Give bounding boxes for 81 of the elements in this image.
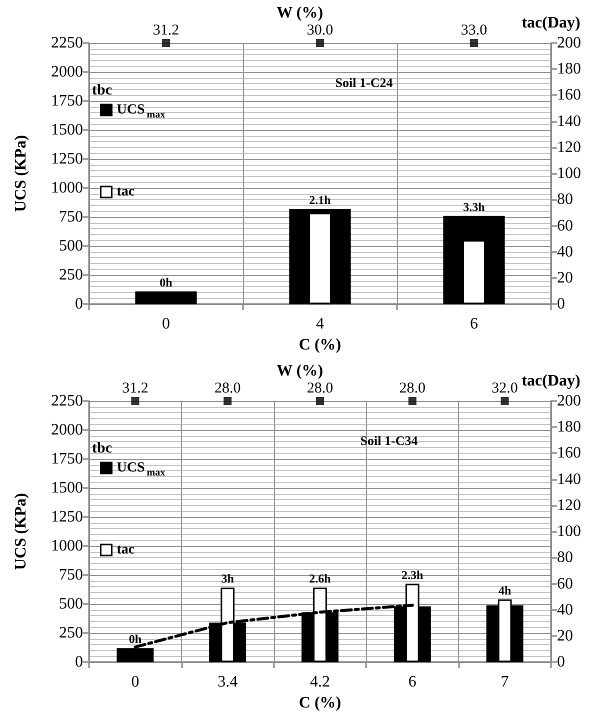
- y2-tick-label: 160: [557, 86, 581, 104]
- annotation: 31.2: [152, 22, 180, 38]
- y2-tick-label: 80: [557, 191, 573, 208]
- y2-axis-title: tac(Day): [522, 14, 580, 32]
- legend-label: tac: [116, 184, 135, 200]
- x-tick-label: 4.2: [310, 674, 330, 691]
- y-tick-label: 1750: [51, 92, 83, 110]
- annotation: 0h: [160, 275, 173, 290]
- y-axis-title: UCS (KPa): [12, 493, 30, 570]
- x-tick-label: 4: [316, 316, 324, 333]
- annotation: 3.3h: [463, 200, 486, 214]
- y-tick-label: 2250: [51, 34, 83, 52]
- bar: [135, 291, 197, 304]
- y-tick-label: 250: [59, 624, 83, 642]
- x-tick-label: 0: [131, 674, 140, 691]
- annotation: 2.1h: [309, 192, 332, 207]
- y2-tick-label: 120: [557, 496, 581, 514]
- annotation: 28.0: [399, 380, 426, 396]
- annotation: 32.0: [492, 380, 518, 396]
- annotation: 31.2: [122, 380, 148, 396]
- text: Soil 1-C34: [360, 433, 418, 448]
- y2-tick-label: 60: [557, 575, 573, 592]
- annotation: 3h: [221, 572, 234, 586]
- y-tick-label: 0: [75, 654, 83, 671]
- y-tick-label: 250: [59, 266, 83, 284]
- y-tick-label: 1000: [51, 180, 83, 197]
- y2-tick-label: 180: [557, 418, 581, 436]
- y-tick-label: 1500: [51, 480, 83, 497]
- annotation: 2.6h: [309, 572, 332, 586]
- annotation: 30.0: [306, 22, 334, 38]
- y-tick-label: 500: [59, 238, 83, 255]
- y-tick-label: 1250: [51, 508, 83, 526]
- y2-tick-label: 120: [557, 138, 581, 156]
- y2-tick-label: 40: [557, 601, 573, 618]
- annotation: 2.3h: [402, 568, 424, 582]
- y2-axis-title: tac(Day): [522, 372, 580, 390]
- text: Soil 1-C24: [335, 75, 394, 90]
- y-tick-label: 2250: [51, 392, 83, 410]
- y-tick-label: 750: [59, 208, 83, 226]
- y-tick-label: 750: [59, 566, 83, 584]
- y2-tick-label: 0: [557, 654, 565, 671]
- y2-tick-label: 160: [557, 444, 581, 462]
- y-axis-title: UCS (KPa): [12, 135, 30, 212]
- y2-tick-label: 200: [557, 392, 581, 410]
- x-tick-label: 0: [162, 316, 170, 333]
- x-tick-label: 6: [408, 674, 416, 691]
- y-tick-label: 500: [59, 596, 83, 613]
- y2-tick-label: 100: [557, 165, 581, 182]
- y-tick-label: 1750: [51, 450, 83, 468]
- y2-tick-label: 20: [557, 269, 573, 286]
- x-tick-label: 7: [500, 674, 509, 691]
- y2-tick-label: 20: [557, 627, 573, 644]
- x-tick-label: 3.4: [218, 674, 238, 691]
- y-tick-label: 1500: [51, 122, 83, 139]
- y2-tick-label: 100: [557, 523, 581, 540]
- y2-tick-label: 60: [557, 217, 573, 234]
- annotation: 4h: [498, 583, 512, 598]
- x2-axis-title: W (%): [276, 362, 324, 380]
- x-tick-label: 6: [470, 316, 478, 333]
- y2-tick-label: 140: [557, 470, 581, 488]
- y-tick-label: 2000: [51, 422, 83, 439]
- annotation: 0h: [128, 632, 142, 646]
- annotation: 33.0: [460, 22, 488, 38]
- y2-tick-label: 0: [557, 296, 565, 313]
- y2-tick-label: 200: [557, 34, 581, 52]
- annotation: 28.0: [214, 380, 241, 396]
- y-tick-label: 0: [75, 296, 83, 313]
- y2-tick-label: 80: [557, 549, 573, 566]
- x-axis-title: C (%): [298, 694, 342, 712]
- legend-label: tac: [116, 542, 135, 558]
- annotation: 28.0: [306, 380, 334, 396]
- y-tick-label: 1000: [51, 538, 83, 555]
- x2-axis-title: W (%): [276, 4, 324, 22]
- y-tick-label: 2000: [51, 64, 83, 81]
- legend-title: tbc: [92, 440, 112, 456]
- y2-tick-label: 140: [557, 112, 581, 130]
- y-tick-label: 1250: [51, 150, 83, 168]
- y2-tick-label: 40: [557, 243, 573, 260]
- x-axis-title: C (%): [298, 336, 342, 354]
- y2-tick-label: 180: [557, 60, 581, 78]
- legend-title: tbc: [92, 82, 112, 98]
